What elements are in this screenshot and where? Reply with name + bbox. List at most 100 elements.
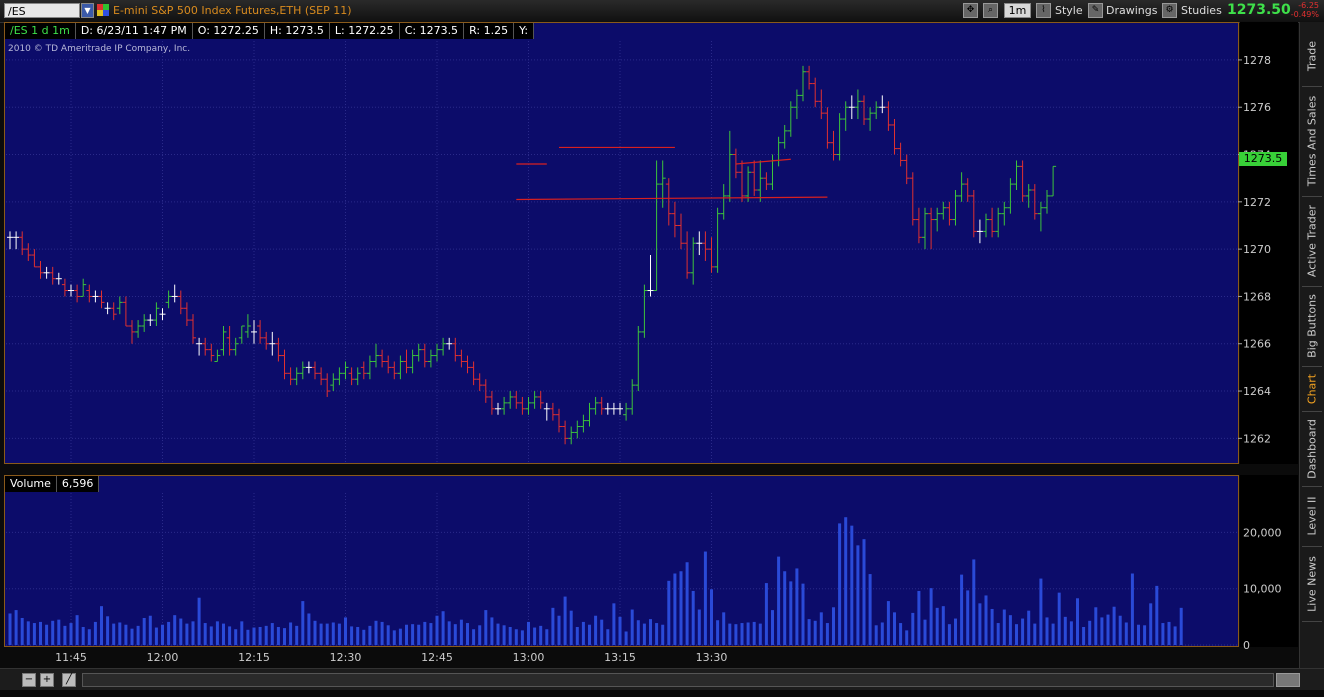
bar-high: H: 1273.5 (264, 23, 330, 39)
trendline-drawing (735, 158, 791, 165)
link-color-icon[interactable] (97, 4, 109, 17)
volume-bar (685, 562, 689, 645)
volume-bar (136, 625, 140, 645)
volume-bar (935, 607, 939, 645)
volume-bar (441, 611, 445, 645)
volume-bar (557, 615, 561, 645)
volume-bar (417, 624, 421, 645)
volume-bar (93, 621, 97, 645)
x-tick-label: 12:15 (238, 651, 270, 664)
side-tab-times-and-sales[interactable]: Times And Sales (1300, 86, 1324, 196)
volume-bar (911, 612, 915, 645)
symbol-input[interactable]: /ES (4, 3, 80, 18)
price-chart-panel[interactable] (4, 22, 1239, 464)
volume-bar (856, 545, 860, 645)
volume-bar (941, 606, 945, 645)
volume-bar (301, 601, 305, 645)
volume-bar (466, 623, 469, 645)
side-tab-chart[interactable]: Chart (1300, 366, 1324, 411)
volume-bar (45, 624, 49, 645)
volume-bar (716, 620, 720, 645)
volume-bar (728, 623, 732, 645)
crosshair-icon[interactable]: ✥ (963, 3, 978, 18)
side-tab-level-ii[interactable]: Level II (1300, 486, 1324, 546)
volume-bar (1057, 592, 1061, 645)
side-tab-big-buttons[interactable]: Big Buttons (1300, 286, 1324, 366)
volume-bar (472, 629, 476, 645)
volume-bar (392, 630, 396, 645)
scrollbar-thumb[interactable] (1276, 673, 1300, 687)
volume-bar (600, 619, 604, 645)
symbol-period: /ES 1 d 1m (5, 23, 76, 39)
volume-bar (295, 625, 299, 645)
horizontal-scrollbar[interactable] (82, 673, 1274, 687)
volume-bar (197, 597, 201, 645)
volume-bar (1002, 609, 1006, 645)
volume-value: 6,596 (56, 476, 100, 492)
volume-bar (618, 616, 622, 645)
style-button[interactable]: Style (1055, 4, 1083, 17)
volume-bar (527, 621, 530, 645)
volume-bar (447, 621, 451, 645)
volume-bar (978, 603, 982, 645)
volume-bar (862, 539, 866, 645)
side-tab-active-trader[interactable]: Active Trader (1300, 196, 1324, 286)
price-tick-label: 1276 (1243, 101, 1271, 114)
studies-icon[interactable]: ⚙ (1162, 3, 1177, 18)
zoom-in-icon[interactable]: + (40, 673, 54, 687)
side-tab-dashboard[interactable]: Dashboard (1300, 411, 1324, 486)
volume-bar (508, 626, 512, 645)
zoom-out-icon[interactable]: − (22, 673, 36, 687)
volume-bar (1015, 624, 1018, 645)
volume-bar (752, 621, 756, 645)
last-price: 1273.50 (1227, 2, 1291, 18)
volume-axis[interactable] (1240, 475, 1298, 647)
volume-bar (1051, 623, 1055, 645)
volume-bar (1118, 615, 1122, 645)
volume-bar (1088, 620, 1092, 645)
volume-bar (429, 623, 433, 645)
volume-bar (173, 615, 177, 645)
volume-header: Volume 6,596 (5, 476, 100, 492)
volume-bar (612, 603, 616, 645)
volume-bar (411, 624, 415, 645)
symbol-dropdown-chevron-icon[interactable]: ▼ (81, 3, 94, 18)
volume-bar (588, 624, 591, 645)
volume-bar (386, 625, 390, 645)
side-tab-trade[interactable]: Trade (1300, 26, 1324, 86)
volume-bar (813, 620, 817, 645)
style-icon[interactable]: ⌇ (1036, 3, 1051, 18)
volume-bar (234, 629, 238, 645)
volume-bar (1082, 626, 1086, 645)
volume-bar (374, 620, 378, 645)
volume-bar (801, 583, 805, 645)
volume-bar (26, 621, 30, 645)
volume-bar (1112, 606, 1116, 645)
volume-bar (1179, 607, 1183, 645)
zoom-icon[interactable]: ⌕ (983, 3, 998, 18)
volume-tick-label: 10,000 (1243, 583, 1282, 596)
volume-bar (14, 610, 18, 645)
volume-bar (478, 625, 482, 645)
studies-button[interactable]: Studies (1181, 4, 1222, 17)
volume-bar (630, 609, 634, 645)
volume-bar (459, 619, 463, 645)
volume-bar (154, 627, 158, 645)
aggregation-button[interactable]: 1m (1004, 3, 1031, 18)
volume-bar (703, 551, 707, 645)
volume-bar (179, 618, 183, 645)
drawings-button[interactable]: Drawings (1106, 4, 1158, 17)
price-tick-label: 1272 (1243, 196, 1271, 209)
volume-bar (984, 595, 988, 645)
volume-bar (264, 625, 268, 645)
volume-bar (642, 623, 646, 645)
price-axis[interactable] (1240, 22, 1298, 464)
volume-bar (758, 623, 762, 645)
volume-bar (490, 617, 494, 645)
side-tab-live-news[interactable]: Live News (1300, 546, 1324, 621)
drawing-tool-icon[interactable]: ╱ (62, 673, 76, 687)
drawings-icon[interactable]: ✎ (1088, 3, 1103, 18)
volume-bar (1137, 624, 1140, 645)
volume-bar (100, 606, 103, 645)
volume-bar (405, 624, 408, 645)
